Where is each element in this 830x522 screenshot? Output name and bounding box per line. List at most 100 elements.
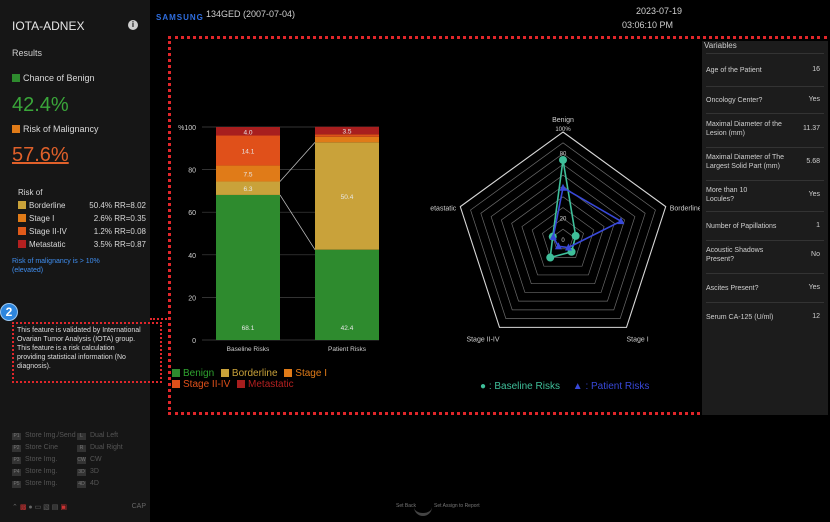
legend-metastatic: Metastatic	[248, 379, 294, 390]
y-tick-label: 0	[192, 338, 196, 345]
stage1-swatch	[18, 214, 26, 222]
variable-row[interactable]: Serum CA-125 (U/ml) 12	[706, 302, 824, 331]
radar-ring-label: 0	[561, 238, 565, 244]
legend-swatch-stage2-4	[172, 380, 180, 388]
y-tick-label: %100	[178, 125, 196, 132]
variable-row[interactable]: Maximal Diameter of The Largest Solid Pa…	[706, 147, 824, 180]
legend-baseline: : Baseline Risks	[488, 381, 560, 392]
radar-ring	[490, 163, 636, 302]
radar-chart: Benign Borderline Stage I Stage II-IV Metast…	[430, 117, 700, 343]
bar-marks	[216, 126, 379, 340]
set-back-label: Set Back	[396, 503, 417, 509]
variable-label: Serum CA-125 (U/ml)	[706, 314, 774, 321]
set-back-button[interactable]: Set Back	[396, 503, 416, 509]
display-icon[interactable]: ▣	[60, 504, 67, 511]
usb-icon[interactable]: ▩	[19, 504, 27, 511]
variable-row[interactable]: More than 10 Locules? Yes	[706, 180, 824, 211]
menu-item-store-img-3[interactable]: P5 Store Img. 4D 4D	[12, 480, 150, 488]
variable-value: Yes	[808, 96, 820, 103]
app-title: IOTA-ADNEX	[12, 19, 85, 33]
variable-row[interactable]: Acoustic Shadows Present? No	[706, 240, 824, 273]
radar-ring	[542, 217, 584, 258]
callout-badge: 2	[0, 303, 18, 321]
variable-value: 12	[812, 313, 820, 320]
malignancy-value[interactable]: 57.6%	[12, 144, 69, 166]
menu-label: Dual Right	[90, 444, 123, 451]
variable-value: Yes	[808, 191, 820, 198]
menu-label: Store Img.	[25, 468, 58, 475]
key-icon: R	[77, 445, 86, 452]
variable-label: Maximal Diameter of the Lesion (mm)	[706, 121, 782, 137]
variable-row[interactable]: Age of the Patient 16	[706, 53, 824, 86]
variable-label: Ascites Present?	[706, 285, 759, 292]
menu-item-store-img-1[interactable]: P3 Store Img. CW CW	[12, 456, 150, 464]
key-icon: P3	[12, 457, 21, 464]
baseline-point	[571, 231, 580, 240]
radar-axis-sublabel: 100%	[555, 127, 571, 133]
bar-segment	[315, 249, 379, 340]
key-icon: L	[77, 433, 86, 440]
variable-row[interactable]: Maximal Diameter of the Lesion (mm) 11.37	[706, 113, 824, 147]
info-icon[interactable]: i	[128, 20, 138, 30]
menu-item-store-cine[interactable]: P2 Store Cine R Dual Right	[12, 444, 150, 452]
bar-segment	[315, 134, 379, 137]
radar-labels: Benign Borderline Stage I Stage II-IV Metast…	[430, 117, 700, 343]
set-assign-button[interactable]: Set Assign to Report	[434, 503, 484, 509]
results-heading: Results	[12, 48, 43, 58]
metastatic-swatch	[18, 240, 26, 248]
radar-ring	[531, 207, 595, 267]
variables-panel	[702, 41, 828, 415]
variable-value: 16	[812, 66, 820, 73]
network-icon[interactable]: ▧	[43, 504, 50, 511]
risk-row-borderline: Borderline 50.4% RR=8.02	[18, 201, 146, 212]
callout-connector	[150, 318, 170, 320]
bar-segment	[216, 135, 280, 166]
risk-row-stage2-4: Stage II-IV 1.2% RR=0.08	[18, 227, 146, 238]
risk-value: 3.5% RR=0.87	[93, 240, 146, 249]
risk-row-metastatic: Metastatic 3.5% RR=0.87	[18, 240, 146, 251]
stage2-4-swatch	[18, 227, 26, 235]
chevron-up-icon[interactable]: ⌃	[12, 504, 18, 511]
menu-label: 3D	[90, 468, 99, 475]
radar-axis-label: Stage II-IV	[466, 336, 499, 343]
variable-label: More than 10 Locules?	[706, 187, 748, 203]
patient-point	[564, 243, 572, 251]
data-label: 4.0	[243, 129, 252, 136]
variable-value: Yes	[808, 284, 820, 291]
radar-ring	[470, 142, 656, 319]
variable-row[interactable]: Oncology Center? Yes	[706, 86, 824, 113]
variable-label: Oncology Center?	[706, 97, 763, 104]
printer-icon[interactable]: ▤	[51, 504, 59, 511]
key-icon: 4D	[77, 481, 86, 488]
patient-point	[554, 242, 562, 250]
stacked-bar-chart: %100 80 60 40 20 0 68.1 6.3 7.5 14.1 4.0 Baseline R…	[178, 125, 379, 353]
risk-name: Borderline	[29, 201, 66, 210]
record-icon[interactable]: ●	[28, 504, 33, 511]
menu-label: Store Img./Send	[25, 432, 76, 439]
radar-series-line	[549, 159, 577, 259]
menu-item-store-img-2[interactable]: P4 Store Img. 3D 3D	[12, 468, 150, 476]
legend-swatch-stage1	[284, 369, 293, 377]
monitor-icon[interactable]: ▭	[34, 504, 42, 511]
bar-segment	[216, 165, 280, 182]
radar-grid	[459, 131, 667, 328]
variable-value: No	[811, 251, 820, 258]
system-tray: ⌃ ▩ ● ▭ ▧ ▤ ▣ CAP	[12, 503, 150, 511]
bar-segment	[315, 126, 379, 135]
variable-row[interactable]: Ascites Present? Yes	[706, 273, 824, 302]
benign-label-row: Chance of Benign	[12, 73, 95, 83]
bar-segment	[216, 194, 280, 340]
key-icon: CW	[77, 457, 86, 464]
data-label: 68.1	[242, 325, 255, 332]
menu-item-store-send[interactable]: P1 Store Img./Send L Dual Left	[12, 432, 150, 440]
risk-note: Risk of malignancy is > 10% (elevated)	[12, 258, 100, 274]
radar-ring	[521, 196, 605, 276]
risk-row-stage1: Stage I 2.6% RR=0.35	[18, 214, 146, 225]
variable-row[interactable]: Number of Papillations 1	[706, 211, 824, 240]
variable-label: Acoustic Shadows Present?	[706, 247, 764, 263]
radar-axis-label: Stage I	[626, 336, 648, 343]
radar-axis-label: Borderline	[670, 206, 700, 213]
variable-value: 5.68	[806, 158, 820, 165]
variables-title: Variables	[704, 41, 737, 50]
menu-label: Store Img.	[25, 480, 58, 487]
